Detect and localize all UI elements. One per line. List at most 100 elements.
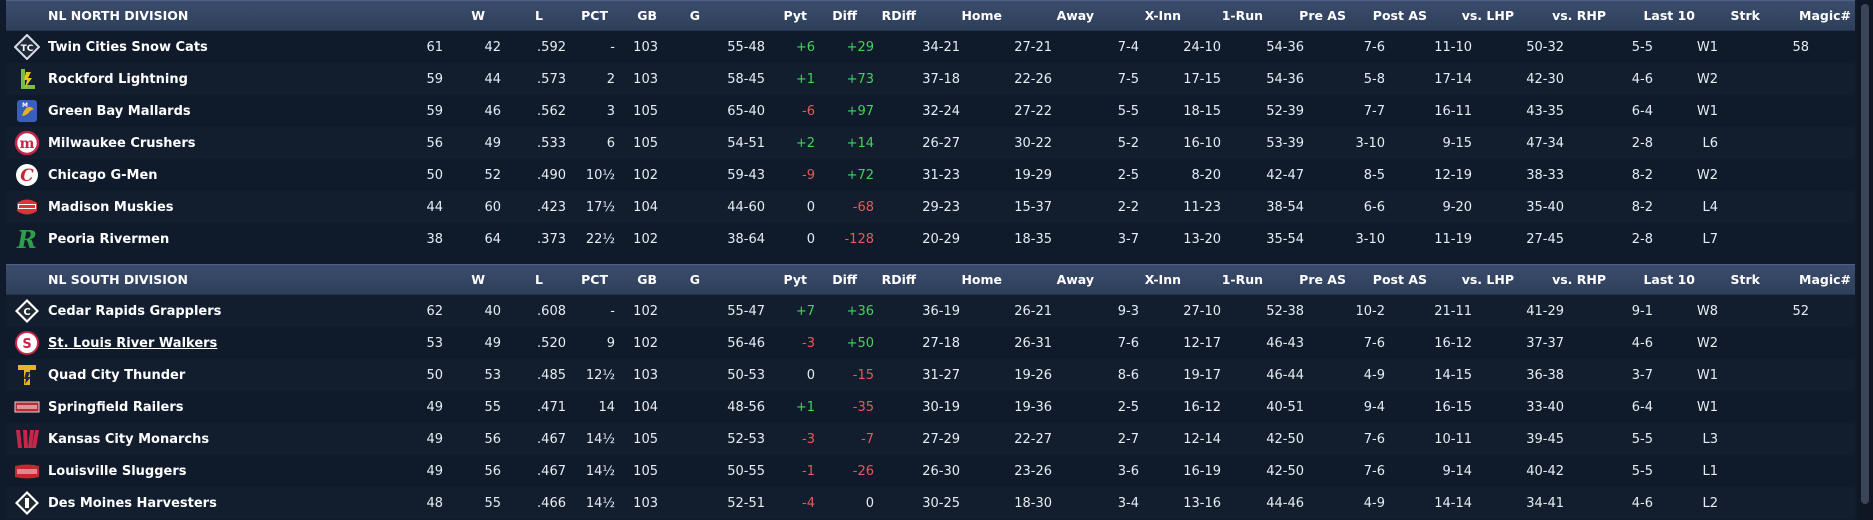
team-row[interactable]: Des Moines Harvesters 48 55 .466 14½ 103 52-51… <box>6 487 1855 519</box>
cell-w: 50 <box>426 367 443 383</box>
column-header-postas[interactable]: Post AS <box>1372 272 1427 287</box>
column-header-onerun[interactable]: 1-Run <box>1221 272 1263 287</box>
cell-rdiff: -128 <box>844 231 874 247</box>
division-name[interactable]: NL NORTH DIVISION <box>48 8 189 23</box>
column-header-postas[interactable]: Post AS <box>1372 8 1427 23</box>
vertical-scrollbar[interactable] <box>1857 0 1873 520</box>
column-header-xinn[interactable]: X-Inn <box>1144 272 1181 287</box>
column-header-l[interactable]: L <box>535 8 543 23</box>
team-row[interactable]: Springfield Railers 49 55 .471 14 104 48-56 +1 -… <box>6 391 1855 423</box>
column-header-gb[interactable]: GB <box>637 272 657 287</box>
column-header-away[interactable]: Away <box>1056 8 1094 23</box>
team-name[interactable]: Des Moines Harvesters <box>48 495 217 511</box>
team-row[interactable]: R Peoria Rivermen 38 64 .373 22½ 102 38-64 0 -128… <box>6 223 1855 255</box>
cell-pyt: 52-51 <box>727 495 765 511</box>
column-header-diff[interactable]: Diff <box>832 272 857 287</box>
team-name[interactable]: Peoria Rivermen <box>48 231 170 247</box>
column-header-away[interactable]: Away <box>1056 272 1094 287</box>
team-name[interactable]: Milwaukee Crushers <box>48 135 196 151</box>
team-name[interactable]: Rockford Lightning <box>48 71 188 87</box>
column-header-l[interactable]: L <box>535 272 543 287</box>
team-name[interactable]: Madison Muskies <box>48 199 174 215</box>
team-row[interactable]: C Chicago G-Men 50 52 .490 10½ 102 59-43 -9 +72 31… <box>6 159 1855 191</box>
column-header-rhp[interactable]: vs. RHP <box>1552 8 1606 23</box>
column-header-w[interactable]: W <box>471 272 485 287</box>
column-header-lhp[interactable]: vs. LHP <box>1461 8 1514 23</box>
column-header-diff[interactable]: Diff <box>832 8 857 23</box>
column-header-strk[interactable]: Strk <box>1730 272 1760 287</box>
cell-diff: +7 <box>795 303 815 319</box>
team-row[interactable]: Quad City Thunder 50 53 .485 12½ 103 50-53 0 -15… <box>6 359 1855 391</box>
cell-preas: 42-50 <box>1266 463 1304 479</box>
team-row[interactable]: TC Twin Cities Snow Cats 61 42 .592 - 103 55-48… <box>6 31 1855 63</box>
cell-lhp: 16-11 <box>1434 103 1472 119</box>
column-header-pct[interactable]: PCT <box>581 272 608 287</box>
team-name[interactable]: Chicago G-Men <box>48 167 158 183</box>
team-row[interactable]: M Green Bay Mallards 59 46 .562 3 105 65-40 -6 +9… <box>6 95 1855 127</box>
column-header-rhp[interactable]: vs. RHP <box>1552 272 1606 287</box>
team-name[interactable]: Green Bay Mallards <box>48 103 191 119</box>
cell-diff: -6 <box>802 103 815 119</box>
column-header-preas[interactable]: Pre AS <box>1299 272 1346 287</box>
column-header-rdiff[interactable]: RDiff <box>881 272 916 287</box>
column-header-pct[interactable]: PCT <box>581 8 608 23</box>
team-row[interactable]: Kansas City Monarchs 49 56 .467 14½ 105 52-53 -… <box>6 423 1855 455</box>
column-header-last10[interactable]: Last 10 <box>1643 272 1695 287</box>
cell-strk: W2 <box>1696 167 1718 183</box>
team-name[interactable]: Springfield Railers <box>48 399 184 415</box>
cell-postas: 3-10 <box>1355 135 1385 151</box>
column-header-preas[interactable]: Pre AS <box>1299 8 1346 23</box>
cell-pyt: 50-55 <box>727 463 765 479</box>
column-header-gb[interactable]: GB <box>637 8 657 23</box>
column-header-last10[interactable]: Last 10 <box>1643 8 1695 23</box>
team-name[interactable]: Kansas City Monarchs <box>48 431 210 447</box>
scrollbar-thumb[interactable] <box>1861 4 1869 504</box>
cell-preas: 44-46 <box>1266 495 1304 511</box>
cell-xinn: 3-4 <box>1117 495 1139 511</box>
cell-postas: 7-6 <box>1363 463 1385 479</box>
team-row[interactable]: Madison Muskies 44 60 .423 17½ 104 44-60 0 -68 29… <box>6 191 1855 223</box>
column-header-rdiff[interactable]: RDiff <box>881 8 916 23</box>
column-header-magic[interactable]: Magic# <box>1799 8 1851 23</box>
cell-diff: +6 <box>795 39 815 55</box>
column-header-g[interactable]: G <box>689 272 700 287</box>
cell-last10: 6-4 <box>1631 399 1653 415</box>
column-header-onerun[interactable]: 1-Run <box>1221 8 1263 23</box>
team-row[interactable]: Louisville Sluggers 49 56 .467 14½ 105 50-55 -1… <box>6 455 1855 487</box>
team-name[interactable]: Louisville Sluggers <box>48 463 187 479</box>
team-name[interactable]: Cedar Rapids Grapplers <box>48 303 222 319</box>
column-header-home[interactable]: Home <box>961 272 1002 287</box>
cell-rdiff: -35 <box>852 399 874 415</box>
cell-xinn: 3-6 <box>1117 463 1139 479</box>
team-name[interactable]: St. Louis River Walkers <box>48 335 218 351</box>
team-name[interactable]: Twin Cities Snow Cats <box>48 39 208 55</box>
lightning-logo-graphic <box>21 69 35 89</box>
column-header-lhp[interactable]: vs. LHP <box>1461 272 1514 287</box>
division-name[interactable]: NL SOUTH DIVISION <box>48 272 188 287</box>
cell-onerun: 12-17 <box>1183 335 1221 351</box>
team-row[interactable]: Rockford Lightning 59 44 .573 2 103 58-45 +1 +73… <box>6 63 1855 95</box>
team-name[interactable]: Quad City Thunder <box>48 367 186 383</box>
column-header-pyt[interactable]: Pyt <box>783 272 807 287</box>
column-header-xinn[interactable]: X-Inn <box>1144 8 1181 23</box>
column-header-magic[interactable]: Magic# <box>1799 272 1851 287</box>
cell-g: 102 <box>633 303 658 319</box>
team-row[interactable]: C Cedar Rapids Grapplers 62 40 .608 - 102 55-47… <box>6 295 1855 327</box>
harvesters-logo-graphic <box>15 491 39 515</box>
cell-last10: 5-5 <box>1631 39 1653 55</box>
cell-l: 60 <box>484 199 501 215</box>
cell-pyt: 52-53 <box>727 431 765 447</box>
team-row[interactable]: m Milwaukee Crushers 56 49 .533 6 105 54-51 +2 +1… <box>6 127 1855 159</box>
team-row[interactable]: S St. Louis River Walkers 53 49 .520 9 102 56-4… <box>6 327 1855 359</box>
cell-lhp: 9-20 <box>1442 199 1472 215</box>
column-header-w[interactable]: W <box>471 8 485 23</box>
column-header-pyt[interactable]: Pyt <box>783 8 807 23</box>
cell-rdiff: -68 <box>852 199 874 215</box>
column-header-g[interactable]: G <box>689 8 700 23</box>
column-header-home[interactable]: Home <box>961 8 1002 23</box>
cell-onerun: 13-16 <box>1183 495 1221 511</box>
column-header-strk[interactable]: Strk <box>1730 8 1760 23</box>
cell-postas: 9-4 <box>1363 399 1385 415</box>
monarchs-logo <box>14 426 40 452</box>
cell-lhp: 11-10 <box>1434 39 1472 55</box>
